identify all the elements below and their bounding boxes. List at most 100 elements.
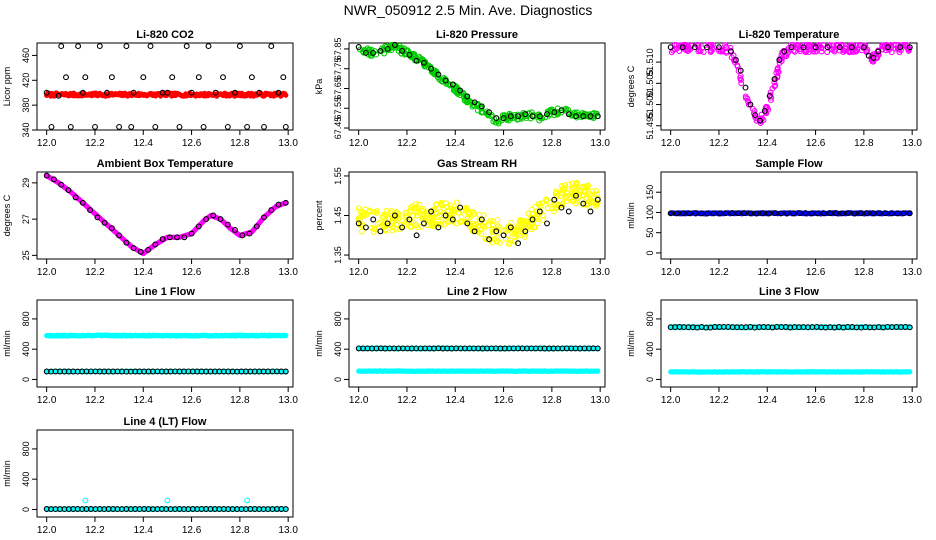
plot-frame (36, 42, 294, 131)
data-point (556, 197, 563, 204)
x-tick-label: 12.2 (85, 138, 105, 149)
data-point (200, 123, 207, 130)
data-point (785, 44, 792, 51)
data-point (563, 195, 570, 201)
data-point (282, 368, 289, 375)
data-point (82, 497, 89, 504)
data-point (595, 368, 601, 374)
data-point (482, 235, 489, 242)
data-point (128, 123, 135, 130)
chart-panel: Li-820 Temperature degrees C 12.0 12.2 12.4 1… (626, 29, 922, 149)
data-point (391, 212, 398, 219)
data-point (283, 369, 289, 375)
data-point (212, 89, 219, 96)
data-point (865, 52, 872, 59)
data-point (529, 113, 536, 120)
data-point (358, 228, 365, 235)
data-point (768, 94, 775, 101)
data-point (181, 234, 188, 241)
data-point (423, 212, 430, 219)
data-point (515, 113, 522, 120)
data-point (744, 95, 751, 102)
data-point (399, 224, 406, 231)
data-point (774, 66, 781, 73)
x-tick-label: 12.2 (85, 525, 105, 536)
data-point (686, 210, 693, 217)
data-point (470, 209, 477, 216)
data-point (87, 207, 94, 214)
data-point (282, 199, 289, 206)
data-point (516, 218, 523, 225)
data-series (667, 323, 913, 331)
data-point (515, 240, 522, 247)
y-tick-label: 67.55 (333, 97, 343, 120)
y-tick-label: 1.55 (333, 167, 343, 185)
data-point (457, 87, 464, 94)
data-point (722, 210, 729, 217)
data-point (707, 47, 714, 54)
data-point (355, 205, 362, 212)
x-tick-label: 12.0 (37, 525, 57, 536)
x-tick-label: 12.2 (85, 395, 105, 406)
data-series (43, 43, 289, 130)
data-point (876, 210, 883, 217)
data-point (692, 210, 699, 217)
y-tick-label: 67.65 (333, 77, 343, 100)
data-point (831, 47, 837, 54)
data-point (224, 123, 231, 130)
y-tick-label: 800 (21, 441, 31, 456)
data-point (688, 42, 695, 49)
data-point (897, 44, 904, 51)
data-point (791, 48, 798, 55)
chart-title: Line 2 Flow (447, 286, 507, 298)
data-point (407, 204, 414, 211)
data-point (881, 43, 888, 50)
data-series (355, 345, 601, 352)
chart-title: Li-820 Pressure (436, 29, 518, 41)
data-point (565, 208, 572, 215)
data-point (579, 192, 586, 199)
x-tick-label: 13.0 (590, 267, 610, 278)
data-point (752, 114, 759, 120)
data-point (771, 83, 778, 90)
data-series (356, 368, 601, 374)
chart-panel: Li-820 CO2 Licor ppm 12.0 12.2 12.4 12.6 12.8 1… (2, 29, 298, 149)
data-point (851, 210, 858, 217)
data-point (377, 228, 384, 235)
data-point (130, 89, 137, 96)
data-point (827, 210, 834, 217)
data-point (217, 216, 224, 223)
data-point (355, 44, 362, 50)
data-point (398, 44, 405, 51)
data-point (174, 234, 181, 241)
y-tick-label: 67.85 (333, 38, 343, 61)
data-point (140, 74, 147, 81)
data-point (537, 113, 544, 120)
data-point (490, 218, 496, 225)
data-point (526, 110, 533, 117)
x-tick-label: 12.4 (758, 395, 778, 406)
data-point (441, 221, 448, 228)
data-point (275, 89, 282, 96)
data-point (137, 248, 144, 255)
data-point (436, 212, 443, 219)
data-point (232, 227, 238, 233)
data-point (531, 224, 538, 231)
data-point (544, 108, 551, 115)
data-point (700, 49, 707, 55)
y-tick-label: 460 (21, 48, 31, 63)
data-point (551, 196, 558, 203)
data-point (522, 111, 529, 118)
data-point (836, 44, 843, 51)
data-point (104, 89, 110, 96)
y-tick-label: 51.510 (645, 48, 655, 76)
data-point (96, 43, 103, 50)
y-tick-label: 400 (21, 472, 31, 487)
data-point (776, 57, 783, 63)
x-tick-label: 12.6 (806, 267, 826, 278)
data-point (159, 236, 166, 243)
data-point (752, 112, 759, 119)
data-point (282, 123, 289, 130)
data-point (463, 204, 470, 211)
chart-title: Gas Stream RH (437, 158, 517, 170)
